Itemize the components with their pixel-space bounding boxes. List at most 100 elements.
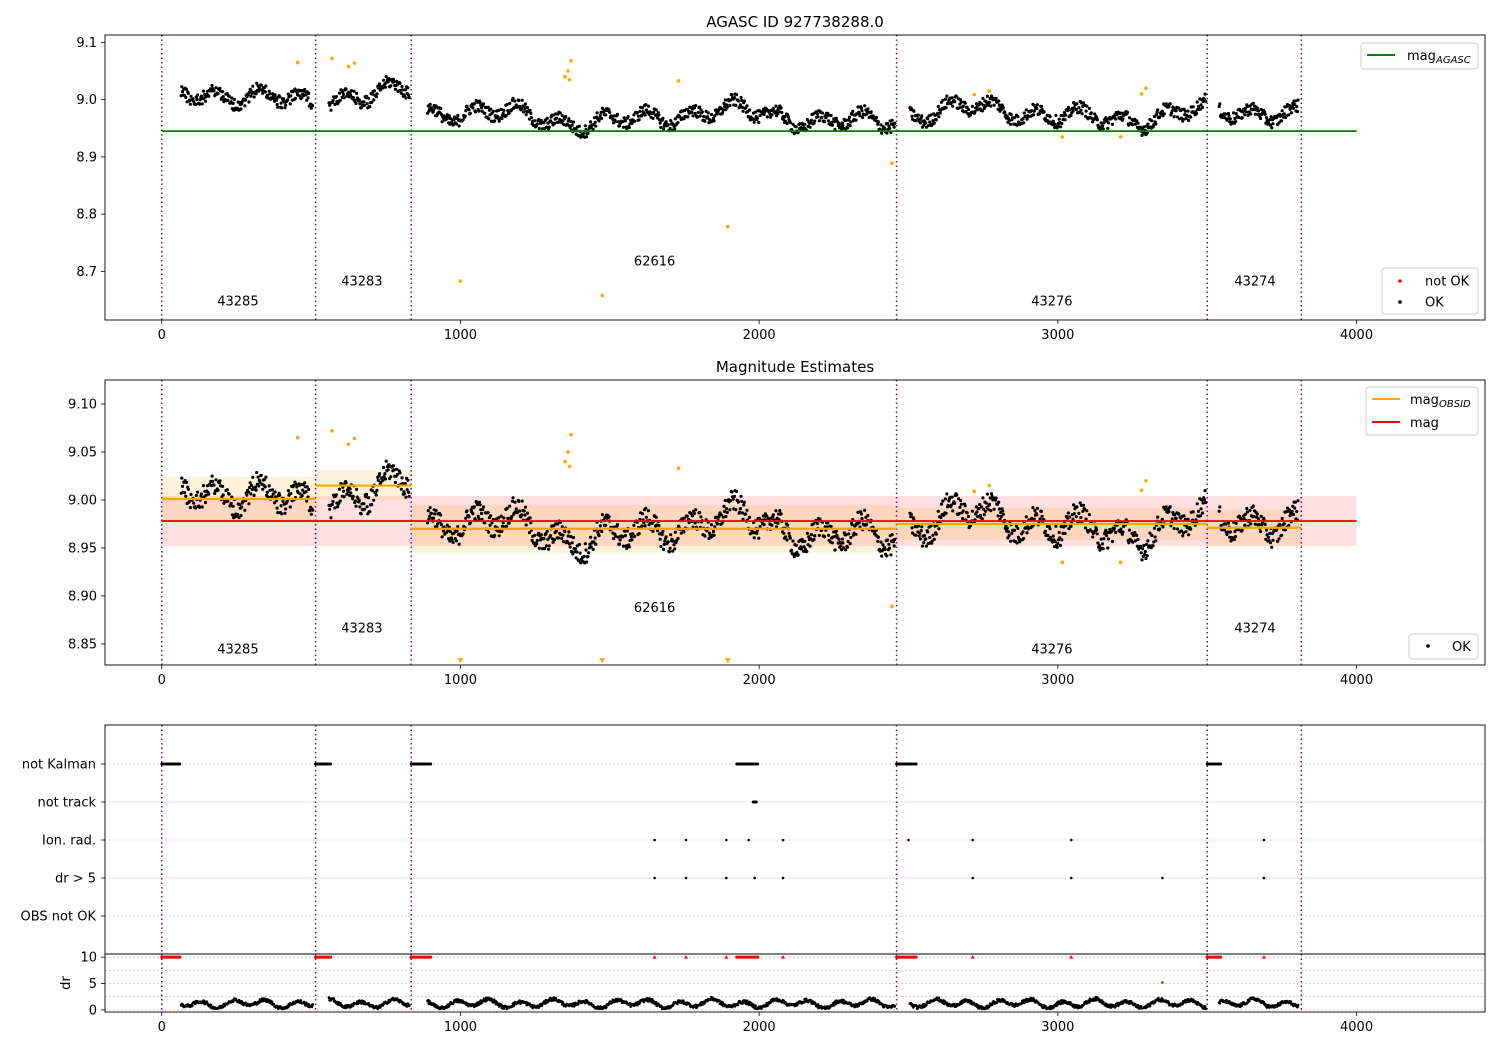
data-point-ok <box>389 84 393 88</box>
dr-point <box>937 996 941 1000</box>
data-point-ok <box>386 80 390 84</box>
x-tick-label: 3000 <box>1041 328 1074 343</box>
data-point-ok <box>391 77 395 81</box>
data-point-flagged <box>569 58 573 63</box>
data-point-ok <box>1276 539 1280 544</box>
data-point-ok <box>198 98 202 102</box>
data-point-ok <box>1060 121 1064 126</box>
data-point-ok <box>305 98 309 102</box>
data-point-ok <box>807 535 811 539</box>
data-point-ok <box>712 533 716 538</box>
data-point-ok <box>1243 113 1247 117</box>
data-point-ok <box>573 547 578 551</box>
data-point-ok <box>582 554 586 559</box>
data-point-ok <box>186 91 190 95</box>
dr-point <box>209 1003 213 1007</box>
data-point-ok <box>1046 533 1050 538</box>
data-point-ok <box>225 488 229 492</box>
data-point-ok <box>669 118 673 122</box>
data-point-ok <box>777 109 781 113</box>
data-point-ok <box>429 511 434 515</box>
data-point-ok <box>644 506 648 510</box>
data-point-ok <box>231 101 235 105</box>
data-point-ok <box>186 487 190 491</box>
data-point-ok <box>966 107 971 112</box>
data-point-ok <box>644 103 648 107</box>
data-point-ok <box>1183 517 1187 521</box>
data-point-ok <box>917 534 921 538</box>
data-point-ok <box>992 103 996 107</box>
data-point-ok <box>774 509 778 513</box>
flag-mark <box>1219 762 1223 766</box>
data-point-ok <box>274 495 278 499</box>
data-point-ok <box>431 516 436 520</box>
data-point-ok <box>347 493 351 497</box>
x-tick-label: 3000 <box>1041 673 1074 688</box>
data-point-ok <box>918 537 923 541</box>
data-point-ok <box>880 131 884 135</box>
dr-point <box>512 1004 516 1008</box>
data-point-ok <box>1155 110 1159 114</box>
data-point-ok <box>286 489 290 493</box>
data-point-ok <box>439 513 443 517</box>
data-point-ok <box>1068 515 1072 519</box>
data-point-ok <box>1184 117 1188 121</box>
data-point-ok <box>623 119 628 123</box>
data-point-ok <box>1143 552 1147 557</box>
data-point-ok <box>514 507 518 511</box>
data-point-ok <box>1035 103 1040 107</box>
data-point-ok <box>384 75 388 79</box>
data-point-ok <box>452 531 456 535</box>
data-point-ok <box>401 482 405 486</box>
y-tick-label: 8.95 <box>68 541 97 556</box>
dr-point <box>407 1004 411 1007</box>
data-point-ok <box>1127 528 1132 532</box>
data-point-ok <box>866 513 870 518</box>
data-point-ok <box>594 542 598 546</box>
dr-point <box>804 997 808 1001</box>
data-point-ok <box>556 536 561 540</box>
data-point-ok <box>607 108 611 112</box>
data-point-ok <box>1283 528 1288 532</box>
data-point-ok <box>544 125 549 129</box>
data-point-ok <box>1040 514 1044 518</box>
data-point-ok <box>1259 107 1263 111</box>
data-point-ok <box>1032 109 1036 113</box>
data-point-ok <box>505 103 509 107</box>
data-point-ok <box>936 509 940 513</box>
data-point-ok <box>518 104 522 108</box>
data-point-ok <box>799 547 804 551</box>
data-point-ok <box>354 101 358 105</box>
data-point-ok <box>698 105 702 109</box>
data-point-ok <box>544 544 549 548</box>
data-point-ok <box>1252 107 1256 112</box>
data-point-ok <box>1198 514 1203 518</box>
data-point-ok <box>820 111 825 115</box>
data-point-ok <box>963 504 967 508</box>
y-tick-label: 9.00 <box>68 493 97 508</box>
data-point-ok <box>486 510 490 515</box>
data-point-ok <box>1152 526 1157 530</box>
data-point-ok <box>739 494 743 498</box>
data-point-ok <box>568 545 572 549</box>
data-point-ok <box>977 506 981 511</box>
data-point-ok <box>1257 523 1261 527</box>
data-point-ok <box>600 116 604 121</box>
data-point-ok <box>953 501 957 505</box>
data-point-ok <box>1026 527 1030 531</box>
dr-point <box>877 1000 881 1004</box>
data-point-ok <box>533 119 537 123</box>
data-point-ok <box>1135 119 1139 123</box>
data-point-ok <box>625 529 630 533</box>
data-point-ok <box>331 499 335 504</box>
data-point-ok <box>973 109 977 114</box>
data-point-ok <box>961 509 965 513</box>
data-point-ok <box>625 127 629 131</box>
data-point-ok <box>724 108 728 112</box>
data-point-ok <box>341 92 346 97</box>
data-point-ok <box>510 499 514 503</box>
data-point-ok <box>1007 533 1011 538</box>
data-point-ok <box>977 103 981 107</box>
data-point-ok <box>866 107 870 111</box>
data-point-ok <box>1106 121 1111 125</box>
